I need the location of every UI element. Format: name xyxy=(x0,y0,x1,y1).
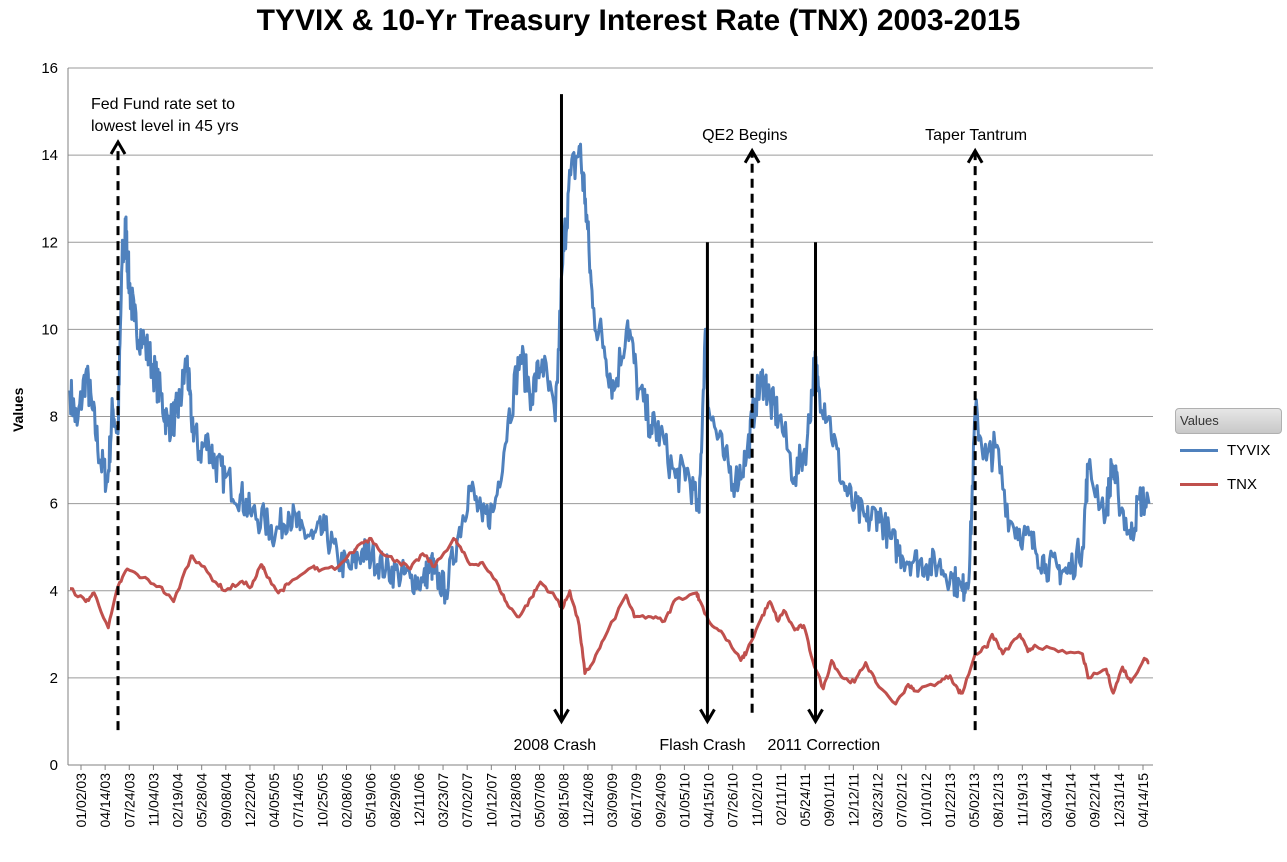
legend-swatch-tnx xyxy=(1180,483,1218,486)
x-tick-label: 06/12/14 xyxy=(1063,773,1079,828)
axes-layer: 0 2 4 6 8 10 12 14 16 01/02/03 04/14/03 07/24/03 11/… xyxy=(41,60,1151,828)
x-tick-label: 07/02/12 xyxy=(894,773,910,828)
x-tick-label: 01/28/08 xyxy=(507,773,523,828)
annotation-arrow-head xyxy=(109,139,127,155)
series-line-tyvix xyxy=(68,142,1151,605)
x-tick-label: 03/09/09 xyxy=(604,773,620,828)
x-tick-label: 08/12/13 xyxy=(990,773,1006,828)
x-tick-label: 10/25/05 xyxy=(314,773,330,828)
annotation-label-line: Taper Tantrum xyxy=(925,126,1028,144)
annotation-label: Fed Fund rate set to lowest level in 45 y… xyxy=(91,94,239,138)
annotation-label: 2011 Correction xyxy=(768,735,881,757)
x-tick-label: 06/17/09 xyxy=(628,773,644,828)
x-tick-label: 12/22/04 xyxy=(242,773,258,828)
y-tick-label: 8 xyxy=(50,409,58,426)
x-tick-label: 01/02/03 xyxy=(73,773,89,828)
x-tick-label: 04/15/10 xyxy=(701,773,717,828)
legend-item-tyvix: TYVIX xyxy=(1175,434,1282,468)
legend-item-tnx: TNX xyxy=(1175,468,1282,502)
legend-swatch-tyvix xyxy=(1180,449,1218,452)
annotation-label-line: Fed Fund rate set to xyxy=(91,96,236,114)
x-tick-label: 03/23/12 xyxy=(870,773,886,828)
y-tick-label: 2 xyxy=(50,670,58,687)
x-tick-label: 04/14/15 xyxy=(1135,773,1151,828)
x-tick-label: 02/19/04 xyxy=(170,773,186,828)
gridlines xyxy=(68,67,1153,766)
x-tick-label: 05/28/04 xyxy=(194,773,210,828)
legend-title: Values xyxy=(1175,408,1282,434)
annotation-layer xyxy=(109,94,984,731)
x-tick-label: 07/02/07 xyxy=(459,773,475,828)
annotation-label-line: Flash Crash xyxy=(659,737,746,755)
x-tick-label: 12/12/11 xyxy=(845,773,861,827)
x-tick-label: 05/24/11 xyxy=(797,773,813,827)
x-tick-label: 02/08/06 xyxy=(339,773,355,828)
x-tick-label: 05/19/06 xyxy=(363,773,379,828)
annotation-label-line: 2011 Correction xyxy=(767,737,881,755)
x-tick-label: 12/31/14 xyxy=(1111,773,1127,828)
y-tick-label: 16 xyxy=(41,60,58,77)
x-tick-label: 08/15/08 xyxy=(556,773,572,828)
annotation-arrow-head xyxy=(699,708,716,725)
x-tick-label: 10/10/12 xyxy=(918,773,934,828)
legend-label-tyvix: TYVIX xyxy=(1227,442,1271,459)
annotation-label-line: 2008 Crash xyxy=(513,737,597,755)
x-tick-label: 04/05/05 xyxy=(266,773,282,828)
annotation-label: Taper Tantrum xyxy=(925,125,1027,147)
x-tick-label: 08/29/06 xyxy=(387,773,403,828)
x-tick-label: 09/01/11 xyxy=(821,773,837,827)
x-tick-label: 07/24/03 xyxy=(121,773,137,828)
annotation-arrow-head xyxy=(743,147,761,164)
legend: Values TYVIX TNX xyxy=(1175,408,1282,502)
x-tick-label: 01/05/10 xyxy=(676,773,692,828)
annotation-arrow-head xyxy=(966,147,984,164)
y-tick-label: 4 xyxy=(50,583,58,600)
series-layer xyxy=(68,142,1151,706)
x-tick-label: 11/24/08 xyxy=(580,773,596,827)
x-tick-label: 02/11/11 xyxy=(773,773,789,826)
x-tick-label: 07/26/10 xyxy=(725,773,741,828)
annotation-label-line: QE2 Begins xyxy=(702,126,788,144)
annotation-arrow-head xyxy=(807,708,824,725)
annotation-label: 2008 Crash xyxy=(513,735,596,757)
x-tick-label: 03/04/14 xyxy=(1038,773,1054,828)
y-tick-label: 0 xyxy=(50,757,58,774)
y-tick-label: 12 xyxy=(41,234,58,251)
x-tick-label: 07/14/05 xyxy=(290,773,306,828)
annotation-label: Flash Crash xyxy=(659,735,745,757)
x-tick-label: 10/12/07 xyxy=(483,773,499,828)
series-line-tnx xyxy=(69,536,1150,706)
x-tick-label: 12/11/06 xyxy=(411,773,427,827)
x-tick-label: 09/08/04 xyxy=(218,773,234,828)
x-tick-label: 04/14/03 xyxy=(97,773,113,828)
y-tick-label: 14 xyxy=(41,147,58,164)
x-tick-label: 09/22/14 xyxy=(1087,773,1103,828)
chart-title: TYVIX & 10-Yr Treasury Interest Rate (TN… xyxy=(256,4,1021,37)
x-tick-label: 05/02/13 xyxy=(966,773,982,828)
annotation-arrow-head xyxy=(553,708,570,725)
y-tick-label: 6 xyxy=(50,496,58,513)
x-tick-label: 11/19/13 xyxy=(1014,773,1030,827)
x-tick-label: 11/04/03 xyxy=(145,773,161,827)
x-tick-label: 05/07/08 xyxy=(532,773,548,828)
legend-label-tnx: TNX xyxy=(1227,476,1257,493)
annotation-label-line: lowest level in 45 yrs xyxy=(91,118,239,136)
annotation-label: QE2 Begins xyxy=(702,125,787,147)
y-tick-label: 10 xyxy=(41,321,58,338)
x-tick-label: 03/23/07 xyxy=(435,773,451,828)
x-tick-label: 01/22/13 xyxy=(942,773,958,828)
x-tick-label: 11/02/10 xyxy=(749,773,765,827)
x-tick-label: 09/24/09 xyxy=(652,773,668,828)
